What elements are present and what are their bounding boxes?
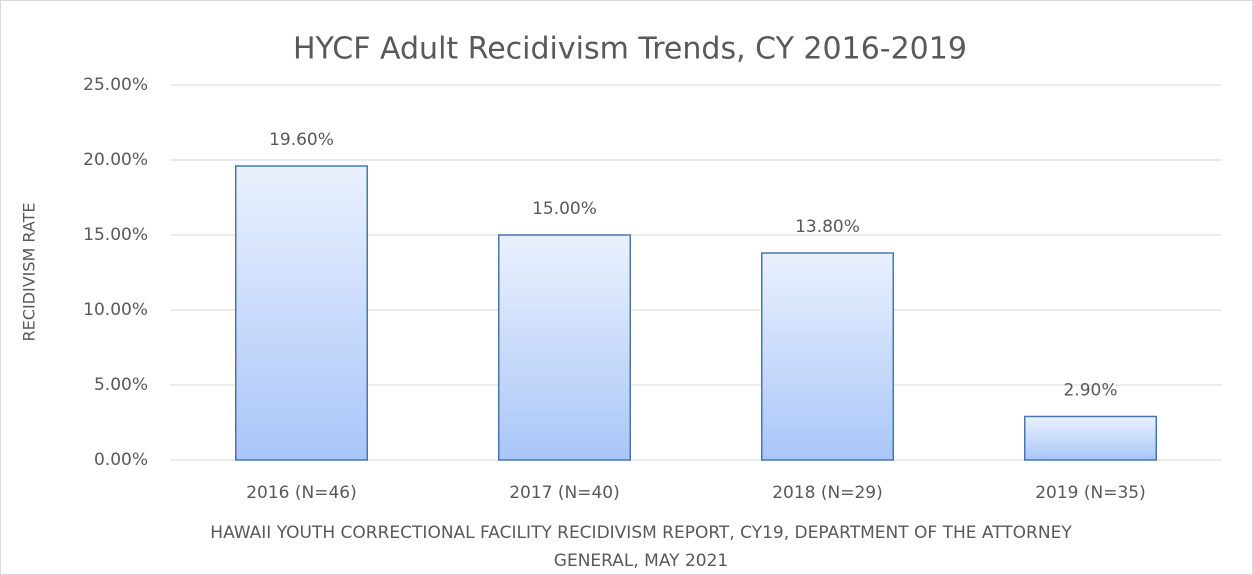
bar — [498, 234, 631, 461]
y-tick-label: 25.00% — [83, 75, 148, 95]
y-tick-label: 15.00% — [83, 225, 148, 245]
data-label: 19.60% — [269, 130, 334, 150]
data-label: 13.80% — [795, 217, 860, 237]
bar — [761, 252, 894, 461]
bar — [235, 165, 368, 461]
data-label: 2.90% — [1063, 381, 1117, 401]
x-tick-label: 2016 (N=46) — [246, 483, 357, 503]
bar — [1024, 415, 1157, 461]
x-axis-title: HAWAII YOUTH CORRECTIONAL FACILITY RECID… — [210, 523, 1072, 571]
x-tick-label: 2017 (N=40) — [509, 483, 620, 503]
x-tick-label: 2019 (N=35) — [1035, 483, 1146, 503]
y-tick-label: 5.00% — [94, 375, 148, 395]
chart-title: HYCF Adult Recidivism Trends, CY 2016-20… — [293, 32, 967, 67]
y-tick-label: 0.00% — [94, 450, 148, 470]
y-tick-label: 10.00% — [83, 300, 148, 320]
data-label: 15.00% — [532, 199, 597, 219]
y-tick-label: 20.00% — [83, 150, 148, 170]
x-tick-label: 2018 (N=29) — [772, 483, 883, 503]
y-axis-title: RECIDIVISM RATE — [20, 203, 39, 342]
